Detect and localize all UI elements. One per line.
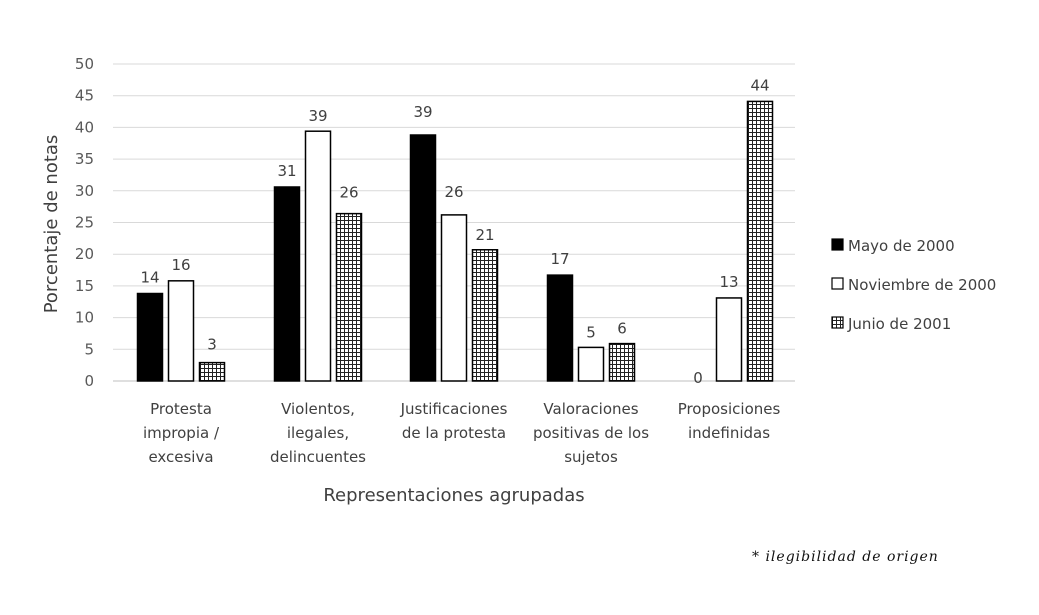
bar-1-3 xyxy=(409,134,437,382)
data-label: 14 xyxy=(140,269,159,287)
data-label: 31 xyxy=(277,162,296,180)
bar-2-1 xyxy=(167,280,195,382)
y-tick-label: 5 xyxy=(84,340,94,358)
legend-swatch xyxy=(831,316,844,329)
bar-3-1 xyxy=(198,361,226,382)
footnote: * ilegibilidad de origen xyxy=(752,549,939,565)
data-label: 39 xyxy=(413,103,432,121)
bar-3-2 xyxy=(335,212,363,382)
data-label: 39 xyxy=(308,107,327,125)
y-tick-label: 30 xyxy=(75,182,94,200)
y-tick-label: 35 xyxy=(75,150,94,168)
bar-2-5 xyxy=(715,297,743,382)
bar-2-3 xyxy=(440,214,468,382)
y-tick-label: 45 xyxy=(75,87,94,105)
category-label: indefinidas xyxy=(688,424,770,442)
category-label: excesiva xyxy=(148,448,213,466)
category-label: Justificaciones xyxy=(400,400,508,418)
y-axis-title: Porcentaje de notas xyxy=(41,135,62,314)
data-label: 21 xyxy=(475,226,494,244)
legend-label: Junio de 2001 xyxy=(847,315,951,333)
bar-1-1 xyxy=(136,292,164,382)
bar-3-4 xyxy=(608,342,636,382)
data-label: 13 xyxy=(719,273,738,291)
category-label: Proposiciones xyxy=(678,400,781,418)
category-label: sujetos xyxy=(564,448,618,466)
legend: Mayo de 2000 Noviembre de 2000 Junio de 20… xyxy=(831,237,996,333)
category-label: delincuentes xyxy=(270,448,366,466)
category-label: Protesta xyxy=(150,400,212,418)
bar-3-3 xyxy=(471,249,499,382)
data-label: 3 xyxy=(207,336,217,354)
y-tick-label: 40 xyxy=(75,118,94,136)
y-tick-label: 15 xyxy=(75,277,94,295)
bars xyxy=(136,100,774,382)
y-tick-label: 10 xyxy=(75,309,94,327)
category-labels: Protesta impropia / excesiva Violentos, ileg… xyxy=(143,400,781,466)
legend-label: Noviembre de 2000 xyxy=(848,276,996,294)
y-tick-label: 25 xyxy=(75,214,94,232)
bar-2-2 xyxy=(304,130,332,382)
y-tick-label: 0 xyxy=(84,372,94,390)
legend-label: Mayo de 2000 xyxy=(848,237,955,255)
bar-3-5 xyxy=(746,100,774,382)
data-labels: 14 31 39 17 0 16 39 26 5 13 3 26 21 6 44 xyxy=(140,76,769,387)
category-label: ilegales, xyxy=(287,424,349,442)
category-label: de la protesta xyxy=(402,424,506,442)
bar-2-4 xyxy=(577,346,605,382)
data-label: 5 xyxy=(586,323,596,341)
data-label: 44 xyxy=(750,76,769,94)
data-label: 26 xyxy=(444,183,463,201)
data-label: 0 xyxy=(693,369,703,387)
bar-1-4 xyxy=(546,274,574,382)
data-label: 16 xyxy=(171,256,190,274)
category-label: Valoraciones xyxy=(543,400,638,418)
category-label: impropia / xyxy=(143,424,220,442)
legend-swatch xyxy=(831,238,844,251)
data-label: 17 xyxy=(550,250,569,268)
x-axis-title: Representaciones agrupadas xyxy=(323,485,584,506)
data-label: 26 xyxy=(339,184,358,202)
data-label: 6 xyxy=(617,320,627,338)
category-label: positivas de los xyxy=(533,424,649,442)
legend-swatch xyxy=(831,277,844,290)
category-label: Violentos, xyxy=(281,400,355,418)
y-tick-label: 50 xyxy=(75,55,94,73)
y-tick-labels: 0 5 10 15 20 25 30 35 40 45 50 xyxy=(75,55,94,390)
y-tick-label: 20 xyxy=(75,245,94,263)
bar-1-2 xyxy=(273,186,301,382)
